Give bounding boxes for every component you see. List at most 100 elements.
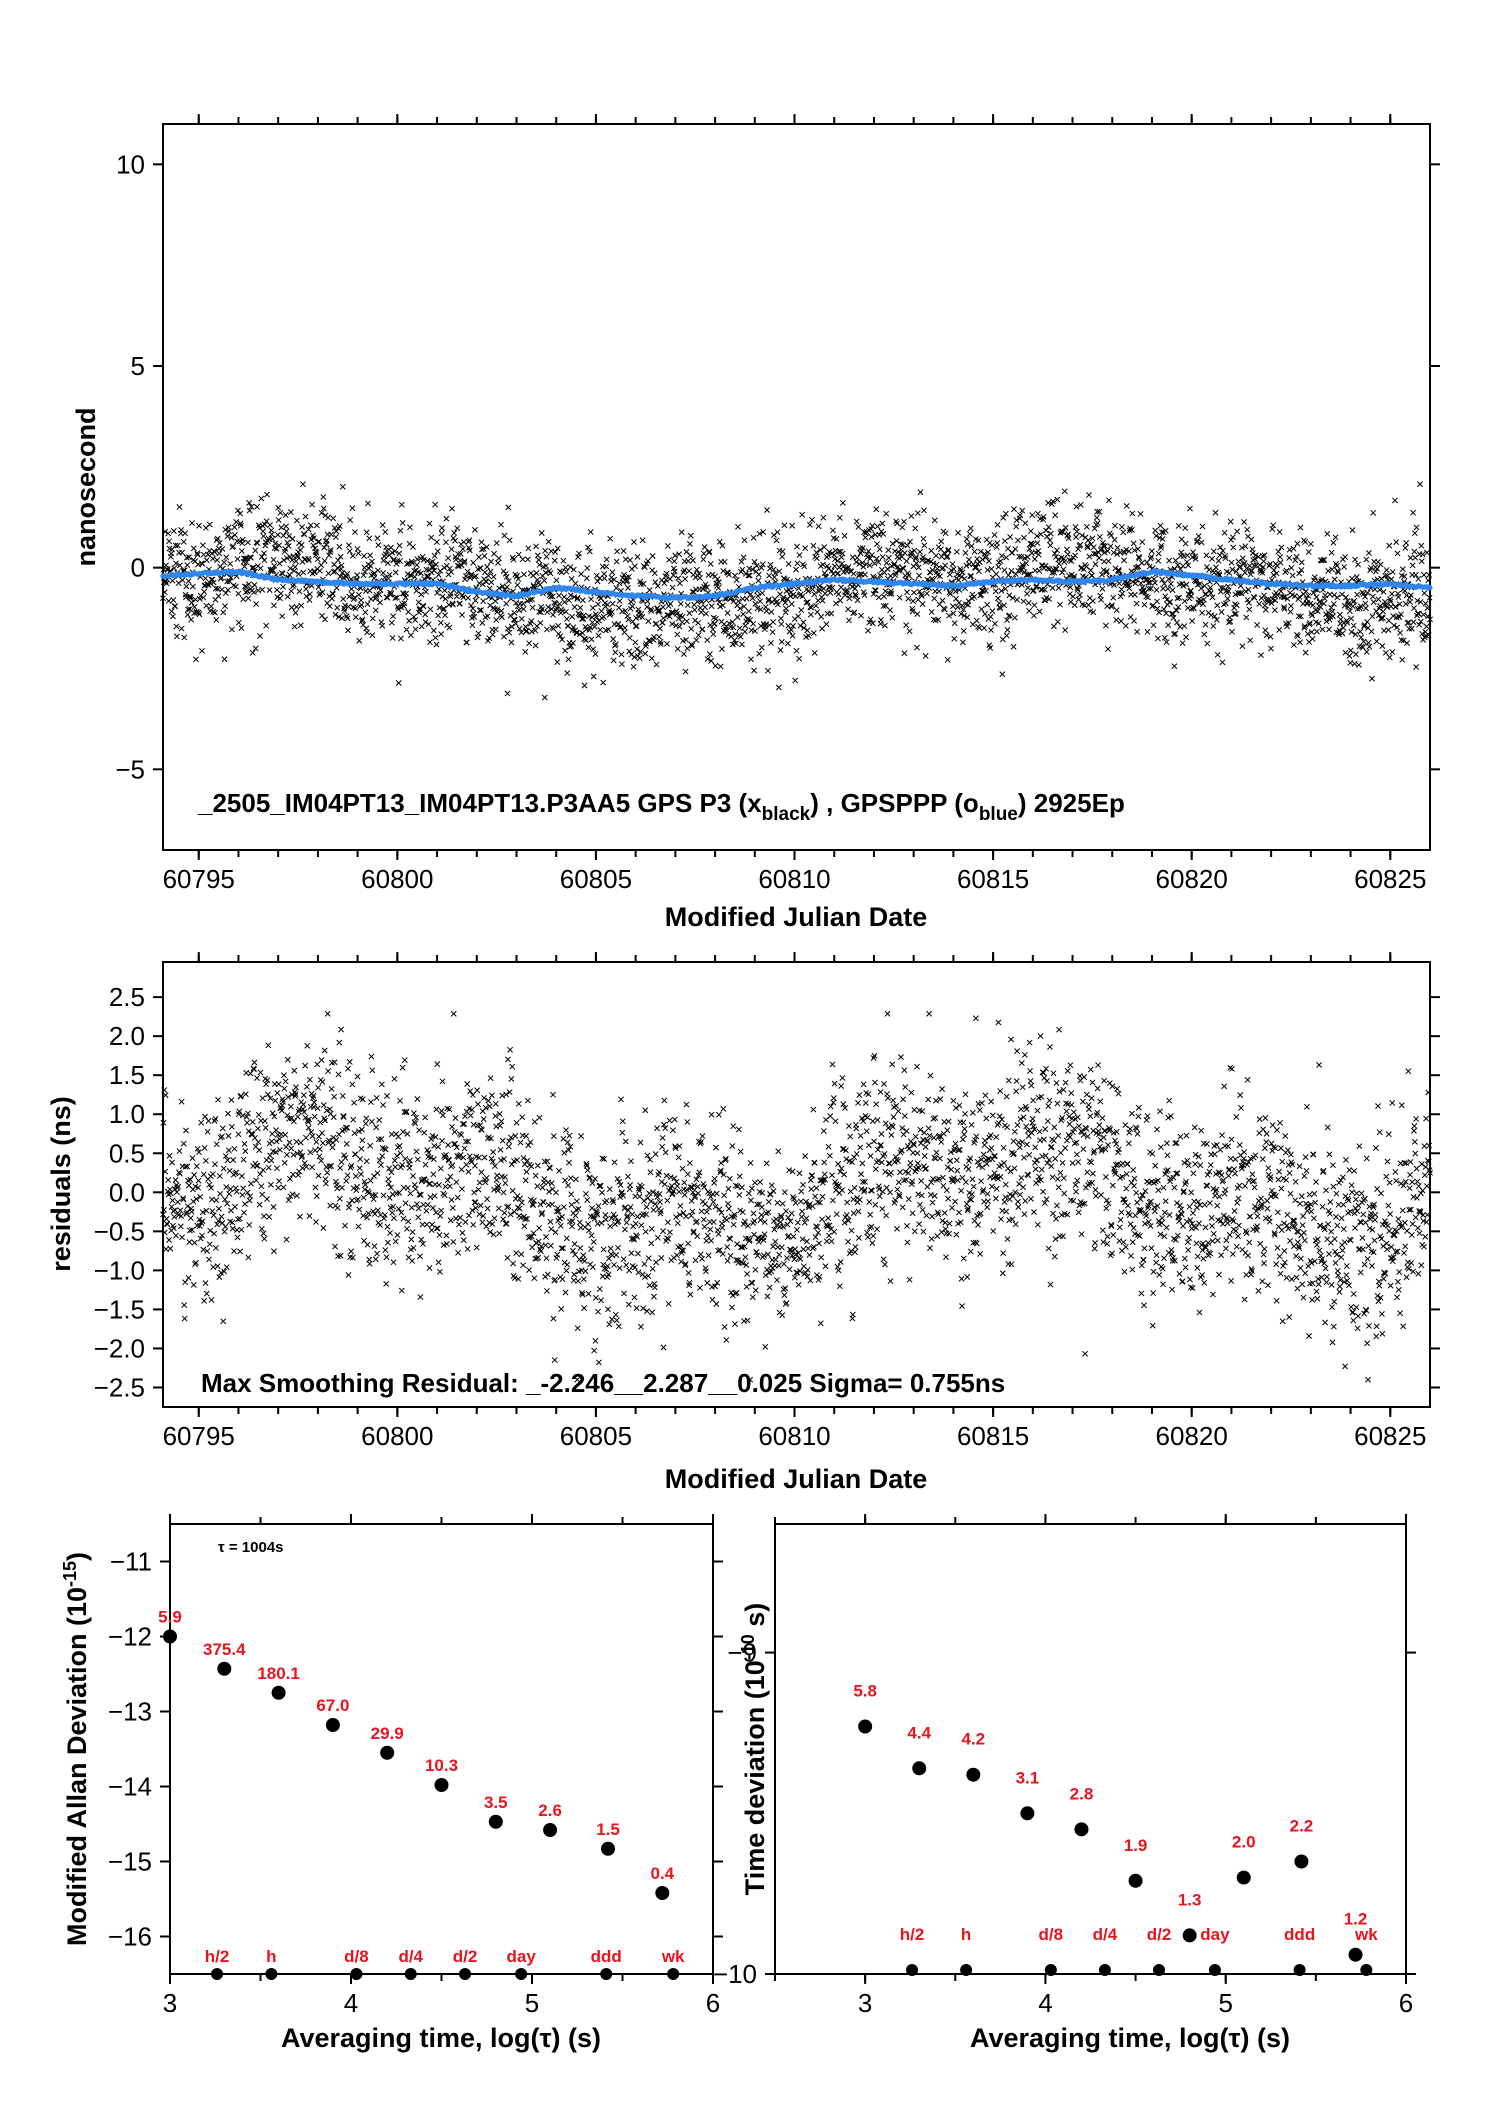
x-marker <box>607 535 614 542</box>
x-marker-stroke <box>235 507 241 514</box>
x-marker-stroke <box>257 633 264 639</box>
x-marker <box>677 600 684 607</box>
x-marker <box>335 557 342 564</box>
x-marker <box>251 589 257 596</box>
x-marker <box>737 633 744 640</box>
x-marker-stroke <box>261 550 267 557</box>
x-marker-stroke <box>270 567 277 574</box>
x-marker-stroke <box>239 536 246 543</box>
x-marker <box>664 542 671 549</box>
x-marker <box>583 575 590 582</box>
x-marker <box>377 599 384 606</box>
x-marker <box>465 594 472 601</box>
x-marker <box>446 624 453 631</box>
x-marker-stroke <box>234 538 241 545</box>
x-marker <box>589 605 596 611</box>
x-marker <box>176 504 183 510</box>
x-marker <box>196 611 203 618</box>
x-marker <box>365 500 371 507</box>
x-marker-stroke <box>222 603 228 610</box>
x-marker-stroke <box>258 553 265 560</box>
x-marker <box>345 627 351 634</box>
x-marker-stroke <box>221 656 228 663</box>
x-marker <box>810 542 817 549</box>
x-marker-stroke <box>190 545 197 552</box>
x-marker <box>397 527 404 534</box>
x-marker-stroke <box>173 633 180 640</box>
x-marker <box>428 534 435 541</box>
x-marker <box>208 576 215 583</box>
x-marker <box>210 579 217 586</box>
x-marker <box>707 560 714 567</box>
x-marker-stroke <box>182 530 189 537</box>
x-marker-stroke <box>249 649 256 656</box>
x-marker <box>577 604 584 611</box>
x-marker <box>445 555 452 562</box>
x-marker <box>174 542 181 549</box>
x-marker <box>719 646 725 652</box>
x-marker <box>748 656 754 663</box>
x-marker <box>547 570 554 577</box>
x-marker <box>700 556 707 563</box>
x-marker-stroke <box>191 603 198 610</box>
x-marker <box>314 556 321 563</box>
x-marker-stroke <box>267 522 273 528</box>
x-marker <box>543 626 550 633</box>
x-marker <box>770 619 777 625</box>
x-marker <box>216 539 223 546</box>
x-marker <box>823 621 830 628</box>
x-marker <box>498 614 505 621</box>
x-marker <box>650 634 657 640</box>
x-marker <box>275 504 282 511</box>
x-marker-stroke <box>260 533 267 540</box>
x-marker-stroke <box>271 562 278 569</box>
x-marker-stroke <box>218 574 225 581</box>
x-marker <box>529 604 536 611</box>
x-marker <box>379 622 386 629</box>
x-marker <box>297 622 304 629</box>
x-marker-stroke <box>214 535 221 542</box>
x-marker <box>349 552 356 559</box>
x-marker-stroke <box>252 547 259 554</box>
x-marker <box>316 567 323 574</box>
y-tick-label: −5 <box>115 754 145 784</box>
x-marker <box>185 578 192 585</box>
x-marker <box>438 631 445 638</box>
x-marker-stroke <box>170 597 177 603</box>
x-marker <box>236 538 243 545</box>
x-marker <box>225 528 232 535</box>
x-marker <box>453 593 460 600</box>
x-marker <box>329 595 335 602</box>
x-marker <box>595 632 602 639</box>
x-marker <box>831 563 838 570</box>
x-marker <box>392 569 399 576</box>
x-marker <box>238 522 244 529</box>
x-marker <box>594 578 601 585</box>
x-marker <box>660 615 667 622</box>
x-marker <box>506 629 513 636</box>
x-marker <box>270 556 277 563</box>
x-tick-label: 60795 <box>163 864 235 894</box>
x-marker <box>616 597 623 604</box>
x-marker <box>282 512 289 518</box>
x-marker <box>245 581 252 588</box>
x-marker-stroke <box>254 540 261 547</box>
x-marker <box>398 501 405 508</box>
x-marker <box>792 593 799 600</box>
x-marker <box>710 631 717 638</box>
x-marker <box>785 560 792 567</box>
x-marker <box>352 614 359 621</box>
x-marker-stroke <box>192 558 199 565</box>
x-marker <box>478 539 485 546</box>
x-marker <box>704 637 711 644</box>
x-marker <box>751 667 757 674</box>
x-marker <box>242 555 249 562</box>
x-marker <box>249 564 256 571</box>
x-marker <box>283 523 290 530</box>
x-marker <box>815 523 822 530</box>
x-marker <box>626 634 633 641</box>
x-marker <box>634 646 640 653</box>
x-marker <box>346 548 353 555</box>
x-marker-stroke <box>264 491 270 498</box>
x-marker <box>666 556 673 563</box>
